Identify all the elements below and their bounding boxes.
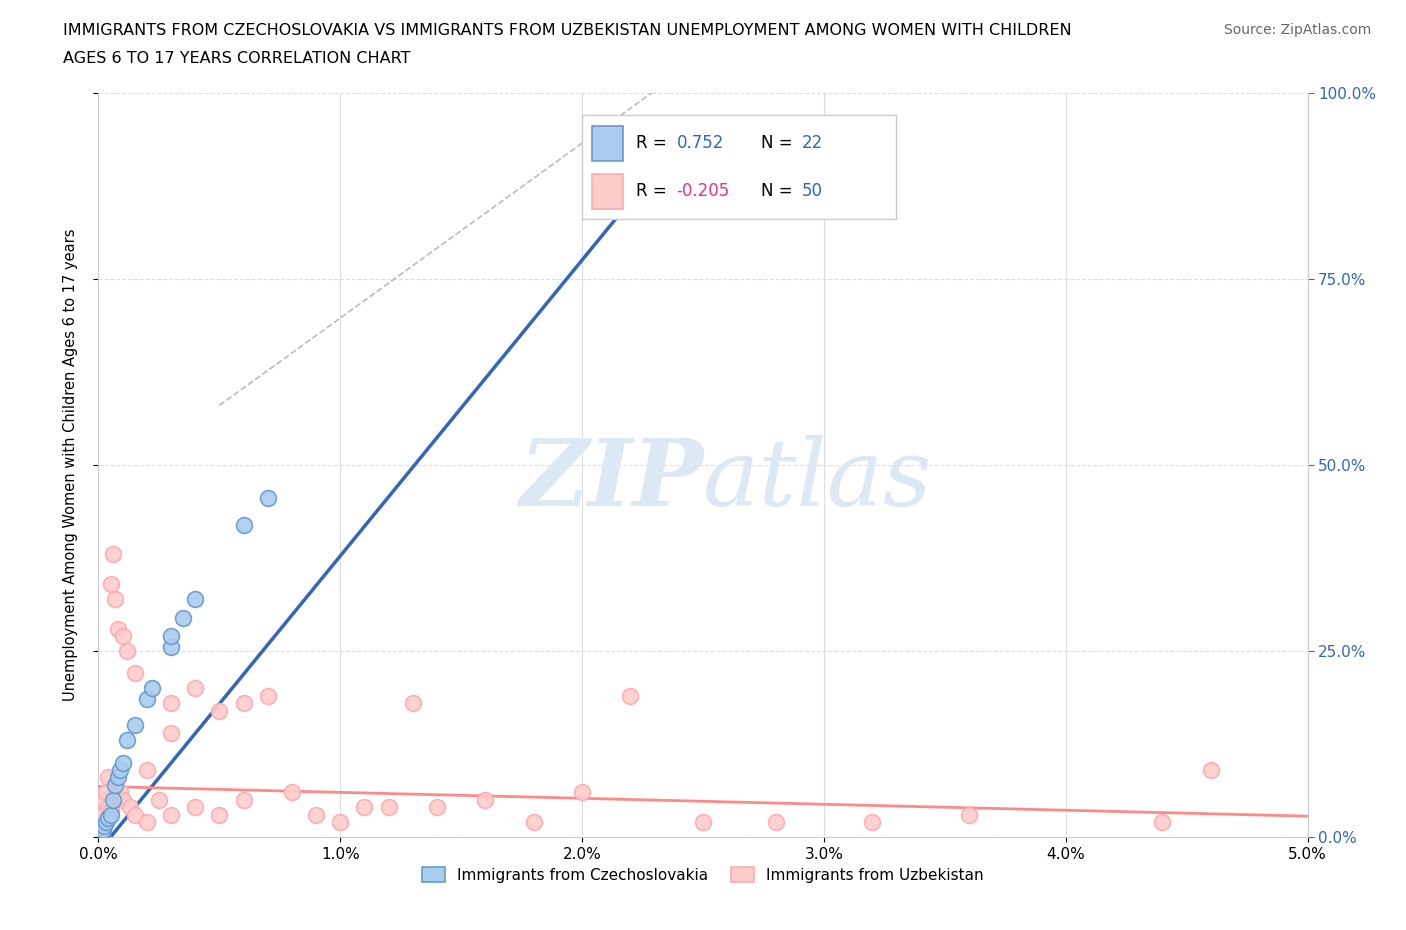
Point: [160, 696, 183, 711]
Point: [256, 688, 278, 703]
Point: [91, 822, 114, 837]
Point: [402, 696, 425, 711]
Point: [184, 591, 207, 606]
Point: [108, 785, 131, 800]
Point: [208, 807, 231, 822]
Point: [160, 640, 183, 655]
Point: [94, 815, 117, 830]
Point: [111, 629, 134, 644]
Point: [160, 807, 183, 822]
Point: [571, 785, 593, 800]
Point: [172, 610, 194, 625]
Point: [353, 800, 375, 815]
Point: [765, 815, 787, 830]
Point: [124, 807, 146, 822]
Point: [957, 807, 980, 822]
Point: [97, 811, 120, 826]
Point: [117, 733, 139, 748]
Point: [124, 718, 146, 733]
Point: [93, 792, 115, 807]
Point: [90, 822, 112, 837]
Point: [100, 577, 122, 591]
Point: [97, 800, 120, 815]
Point: [100, 804, 122, 818]
Point: [111, 755, 134, 770]
Point: [135, 763, 157, 777]
Point: [208, 703, 231, 718]
Point: [160, 725, 183, 740]
Point: [232, 792, 254, 807]
Point: [124, 666, 146, 681]
Point: [107, 621, 129, 636]
Text: IMMIGRANTS FROM CZECHOSLOVAKIA VS IMMIGRANTS FROM UZBEKISTAN UNEMPLOYMENT AMONG : IMMIGRANTS FROM CZECHOSLOVAKIA VS IMMIGR…: [63, 23, 1071, 38]
Point: [148, 792, 170, 807]
Point: [184, 800, 207, 815]
Point: [93, 818, 115, 833]
Point: [135, 692, 157, 707]
Point: [91, 826, 114, 841]
Point: [141, 681, 163, 696]
Point: [305, 807, 328, 822]
Text: Source: ZipAtlas.com: Source: ZipAtlas.com: [1223, 23, 1371, 37]
Point: [860, 815, 883, 830]
Point: [97, 770, 120, 785]
Point: [281, 785, 304, 800]
Point: [329, 815, 352, 830]
Point: [474, 792, 496, 807]
Text: ZIP: ZIP: [519, 435, 703, 525]
Point: [104, 591, 127, 606]
Point: [232, 517, 254, 532]
Point: [523, 815, 546, 830]
Point: [91, 815, 114, 830]
Point: [101, 792, 124, 807]
Point: [619, 688, 641, 703]
Point: [1152, 815, 1174, 830]
Point: [89, 826, 111, 841]
Point: [1199, 763, 1222, 777]
Point: [117, 644, 139, 658]
Point: [692, 815, 714, 830]
Point: [91, 807, 114, 822]
Point: [232, 696, 254, 711]
Point: [184, 681, 207, 696]
Point: [100, 807, 122, 822]
Point: [118, 800, 141, 815]
Point: [108, 763, 131, 777]
Point: [377, 800, 399, 815]
Point: [135, 815, 157, 830]
Point: [94, 785, 117, 800]
Point: [101, 547, 124, 562]
Point: [619, 201, 641, 216]
Point: [160, 629, 183, 644]
Point: [256, 491, 278, 506]
Y-axis label: Unemployment Among Women with Children Ages 6 to 17 years: Unemployment Among Women with Children A…: [63, 229, 77, 701]
Point: [426, 800, 449, 815]
Point: [111, 792, 134, 807]
Point: [104, 777, 127, 792]
Legend: Immigrants from Czechoslovakia, Immigrants from Uzbekistan: Immigrants from Czechoslovakia, Immigran…: [416, 860, 990, 889]
Text: AGES 6 TO 17 YEARS CORRELATION CHART: AGES 6 TO 17 YEARS CORRELATION CHART: [63, 51, 411, 66]
Point: [107, 770, 129, 785]
Text: atlas: atlas: [703, 435, 932, 525]
